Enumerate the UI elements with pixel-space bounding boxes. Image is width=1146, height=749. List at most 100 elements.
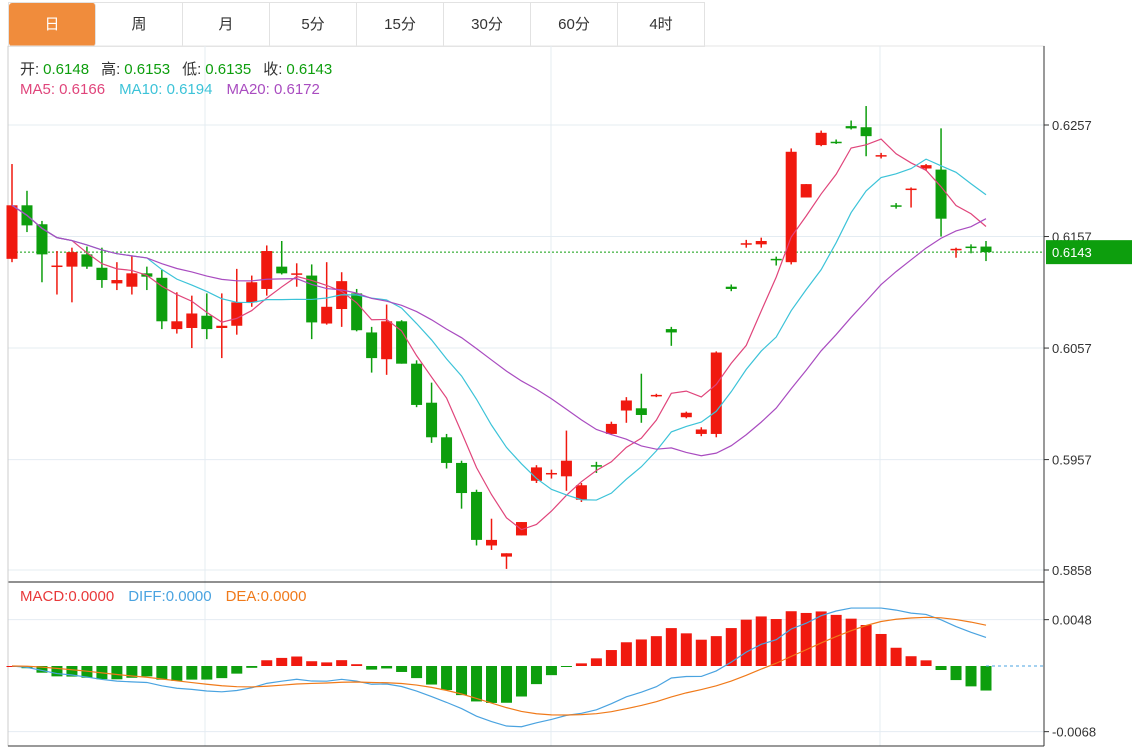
macd-bar <box>980 666 992 691</box>
macd-bar <box>770 619 782 666</box>
candle-body <box>650 394 662 397</box>
macd-bar <box>680 633 692 666</box>
candle <box>905 187 917 208</box>
candle <box>426 382 438 443</box>
macd-bar <box>590 658 602 666</box>
candle-body <box>36 224 48 255</box>
tab-week[interactable]: 周 <box>96 3 183 46</box>
candle-body <box>635 408 647 415</box>
candle <box>336 272 348 327</box>
candle-body <box>920 165 932 169</box>
candle <box>845 120 857 130</box>
candle <box>156 269 168 330</box>
candle <box>81 246 93 269</box>
candle <box>740 239 752 248</box>
candle-body <box>740 243 752 245</box>
candle-body <box>396 321 408 364</box>
tab-day[interactable]: 日 <box>9 3 96 46</box>
candle-body <box>216 325 228 328</box>
tab-15min[interactable]: 15分 <box>357 3 444 46</box>
macd-bar <box>381 666 393 669</box>
macd-tick-label: -0.0068 <box>1052 725 1096 740</box>
tab-30min[interactable]: 30分 <box>444 3 531 46</box>
candle <box>366 326 378 373</box>
candle <box>171 292 183 334</box>
candle-body <box>575 485 587 500</box>
macd-bar <box>126 666 138 678</box>
candle <box>860 106 872 157</box>
macd-bar <box>950 666 962 681</box>
candle <box>306 264 318 340</box>
candle-body <box>560 460 572 477</box>
candle-body <box>276 266 288 274</box>
macd-bar <box>321 662 333 666</box>
macd-bar <box>471 666 483 702</box>
candle <box>111 262 123 291</box>
candle-body <box>411 363 423 405</box>
candle-body <box>96 267 108 281</box>
plot-frame <box>7 45 1045 747</box>
candle <box>291 263 303 287</box>
macd-bar <box>366 666 378 670</box>
macd-bar <box>66 666 78 677</box>
candle-body <box>665 329 677 333</box>
candle-body <box>291 273 303 275</box>
candle-body <box>366 332 378 359</box>
candle-body <box>111 280 123 284</box>
candle-body <box>351 293 363 331</box>
macd-bar <box>815 611 827 666</box>
candle <box>815 130 827 147</box>
tab-60min[interactable]: 60分 <box>531 3 618 46</box>
macd-bar <box>620 642 632 666</box>
candle <box>261 245 273 296</box>
candle-body <box>51 265 63 268</box>
candle <box>411 360 423 408</box>
macd-bar <box>515 666 527 697</box>
open-value: 0.6148 <box>43 61 90 78</box>
macd-bar <box>890 647 902 666</box>
candle-body <box>830 141 842 144</box>
dea-line <box>11 616 987 716</box>
candle-body <box>500 553 512 557</box>
macd-bar <box>171 666 183 681</box>
tab-4hour[interactable]: 4时 <box>618 3 705 46</box>
macd-bar <box>51 666 63 677</box>
candle-body <box>156 277 168 322</box>
candle <box>545 469 557 479</box>
macd-bar <box>800 612 812 666</box>
candle-body <box>81 254 93 267</box>
candle <box>920 164 932 171</box>
candle <box>66 247 78 303</box>
macd-bar <box>426 666 438 685</box>
candle <box>441 433 453 469</box>
tab-month[interactable]: 月 <box>183 3 270 46</box>
candle-body <box>545 472 557 475</box>
candle <box>635 373 647 423</box>
candle-body <box>755 240 767 245</box>
candle-body <box>695 429 707 434</box>
candle <box>96 247 108 288</box>
candle-body <box>725 286 737 289</box>
macd-bar <box>785 611 797 666</box>
macd-bar <box>755 616 767 666</box>
candle-body <box>785 151 797 263</box>
candle <box>665 326 677 346</box>
tab-5min[interactable]: 5分 <box>270 3 357 46</box>
candle-body <box>890 205 902 207</box>
candle-body <box>456 462 468 494</box>
candle-body <box>590 465 602 467</box>
price-tick-label: 0.5858 <box>1052 563 1092 578</box>
macd-bar <box>875 633 887 666</box>
close-label: 收: <box>263 61 283 78</box>
candle <box>890 203 902 209</box>
candle <box>785 148 797 265</box>
candle-body <box>620 400 632 411</box>
macd-bar <box>530 666 542 685</box>
macd-bar <box>500 666 512 703</box>
candle <box>500 553 512 569</box>
high-value: 0.6153 <box>124 61 171 78</box>
candle <box>605 421 617 436</box>
open-label: 开: <box>20 61 40 78</box>
candle <box>830 139 842 144</box>
